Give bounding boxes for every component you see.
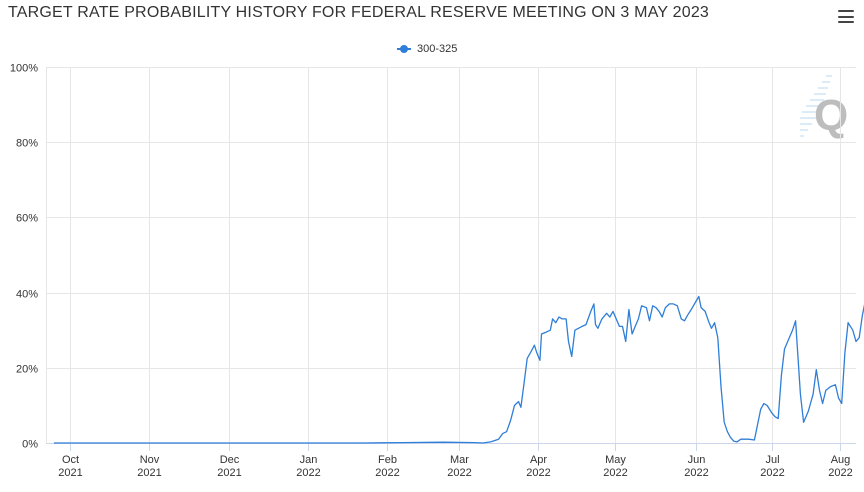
x-tick-month: May xyxy=(605,454,626,466)
x-tick-month: Mar xyxy=(450,454,469,466)
y-tick-label: 20% xyxy=(16,364,38,376)
x-tick-year: 2022 xyxy=(296,467,320,479)
x-tick-month: Jul xyxy=(765,454,779,466)
chart-title: TARGET RATE PROBABILITY HISTORY FOR FEDE… xyxy=(8,4,710,21)
x-tick-year: 2022 xyxy=(828,467,852,479)
y-tick-label: 40% xyxy=(16,289,38,301)
x-tick-year: 2021 xyxy=(58,467,82,479)
y-tick-label: 0% xyxy=(22,439,38,451)
hamburger-menu-icon[interactable] xyxy=(838,10,854,24)
x-tick-year: 2021 xyxy=(217,467,241,479)
series-300-325[interactable] xyxy=(53,295,864,444)
series-line[interactable] xyxy=(53,295,864,444)
svg-text:Q: Q xyxy=(814,91,848,140)
y-tick-label: 60% xyxy=(16,213,38,225)
x-tick-month: Apr xyxy=(530,454,547,466)
grid-lines xyxy=(46,67,856,444)
x-tick-month: Jun xyxy=(688,454,706,466)
y-tick-label: 80% xyxy=(16,138,38,150)
legend-label: 300-325 xyxy=(417,43,458,55)
y-axis: 0% 20% 40% 60% 80% 100% xyxy=(10,63,38,451)
x-tick-month: Aug xyxy=(831,454,851,466)
x-tick-year: 2021 xyxy=(137,467,161,479)
x-axis: Oct2021Nov2021Dec2021Jan2022Feb2022Mar20… xyxy=(46,443,856,479)
legend-item-300-325[interactable]: 300-325 xyxy=(397,42,457,56)
x-tick-year: 2022 xyxy=(760,467,784,479)
x-tick-year: 2022 xyxy=(684,467,708,479)
x-tick-month: Feb xyxy=(378,454,397,466)
x-tick-year: 2022 xyxy=(603,467,627,479)
legend-marker-icon xyxy=(397,45,411,53)
x-tick-month: Jan xyxy=(300,454,318,466)
x-tick-year: 2022 xyxy=(447,467,471,479)
x-tick-year: 2022 xyxy=(375,467,399,479)
x-tick-month: Nov xyxy=(140,454,160,466)
q-logo-icon: Q xyxy=(800,75,848,140)
x-tick-month: Dec xyxy=(220,454,240,466)
y-tick-label: 100% xyxy=(10,63,38,75)
x-tick-month: Oct xyxy=(62,454,79,466)
x-tick-year: 2022 xyxy=(526,467,550,479)
